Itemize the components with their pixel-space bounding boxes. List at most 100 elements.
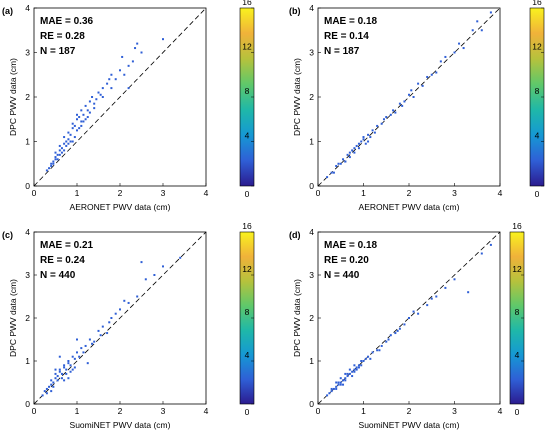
scatter-point	[86, 362, 89, 365]
stat-line: RE = 0.14	[324, 31, 369, 42]
scatter-point	[84, 104, 87, 107]
x-tick-label: 2	[118, 406, 123, 416]
scatter-point	[337, 381, 340, 384]
scatter-point	[69, 370, 72, 373]
scatter-point	[93, 107, 96, 110]
scatter-point	[60, 377, 63, 380]
scatter-point	[453, 278, 456, 281]
stat-line: RE = 0.24	[40, 255, 85, 266]
scatter-point	[65, 372, 68, 375]
y-tick-label: 3	[309, 48, 314, 58]
colorbar-tick-label: 8	[515, 307, 520, 317]
scatter-point	[417, 82, 420, 85]
scatter-point	[371, 129, 374, 132]
scatter-point	[99, 334, 102, 337]
stat-line: N = 187	[324, 46, 360, 57]
colorbar-tick-label: 4	[245, 131, 250, 141]
scatter-point	[353, 370, 356, 373]
scatter-point	[67, 377, 70, 380]
x-tick-label: 3	[161, 188, 166, 198]
scatter-point	[108, 321, 111, 324]
scatter-point	[435, 71, 438, 74]
scatter-point	[353, 368, 356, 371]
scatter-point	[337, 162, 340, 165]
scatter-point	[373, 131, 376, 134]
scatter-point	[421, 84, 424, 87]
scatter-point	[76, 129, 78, 132]
scatter-point	[162, 38, 164, 41]
scatter-point	[385, 340, 388, 343]
scatter-point	[339, 381, 342, 384]
scatter-point	[106, 82, 109, 85]
scatter-point	[371, 351, 374, 354]
scatter-point	[335, 385, 338, 388]
scatter-point	[403, 323, 406, 326]
colorbar-tick-label: 16	[242, 221, 252, 231]
scatter-point	[65, 144, 68, 147]
scatter-point	[86, 116, 89, 119]
scatter-point	[362, 138, 365, 141]
scatter-point	[380, 344, 383, 347]
scatter-point	[60, 151, 63, 154]
x-tick-label: 1	[361, 406, 366, 416]
scatter-point	[357, 147, 360, 150]
stat-line: N = 440	[40, 270, 76, 281]
scatter-point	[71, 127, 74, 130]
scatter-point	[392, 109, 395, 112]
scatter-point	[412, 96, 415, 98]
scatter-points	[326, 11, 492, 179]
colorbar-tick-label: 8	[535, 86, 540, 96]
scatter-point	[119, 308, 121, 311]
scatter-point	[342, 383, 345, 386]
scatter-point	[101, 325, 104, 328]
x-tick-label: 0	[32, 406, 37, 416]
scatter-point	[76, 113, 78, 116]
scatter-point	[84, 118, 87, 121]
stat-line: RE = 0.28	[40, 31, 85, 42]
scatter-point	[417, 312, 420, 315]
scatter-point	[367, 133, 370, 136]
colorbar-tick-label: 8	[245, 307, 250, 317]
scatter-point	[110, 73, 113, 76]
scatter-point	[58, 153, 61, 156]
scatter-point	[71, 140, 74, 143]
y-tick-label: 2	[309, 92, 314, 102]
stat-line: RE = 0.20	[324, 255, 369, 266]
colorbar-tick-label: 16	[512, 221, 522, 231]
scatter-point	[430, 297, 433, 300]
scatter-point	[364, 142, 367, 145]
colorbar-tick-label: 0	[515, 407, 520, 417]
scatter-point	[114, 78, 117, 81]
scatter-point	[332, 387, 335, 390]
scatter-point	[80, 109, 83, 112]
scatter-point	[342, 158, 345, 161]
y-tick-label: 1	[309, 137, 314, 147]
x-tick-label: 3	[452, 406, 457, 416]
scatter-point	[88, 338, 91, 341]
panel-label: (b)	[289, 6, 301, 16]
scatter-point	[378, 349, 381, 352]
scatter-point	[50, 162, 53, 165]
scatter-point	[357, 142, 360, 145]
scatter-point	[136, 295, 139, 298]
scatter-point	[63, 364, 66, 367]
scatter-point	[54, 158, 57, 161]
scatter-point	[123, 73, 126, 76]
colorbar-tick-label: 16	[242, 0, 252, 7]
y-tick-label: 4	[309, 3, 314, 13]
scatter-point	[362, 360, 365, 362]
scatter-point	[408, 93, 410, 96]
scatter-point	[430, 73, 433, 76]
scatter-point	[364, 357, 367, 360]
y-tick-label: 4	[309, 227, 314, 237]
scatter-point	[346, 375, 349, 378]
scatter-point	[136, 42, 139, 45]
x-tick-label: 3	[161, 406, 166, 416]
scatter-point	[344, 160, 347, 163]
scatter-point	[444, 55, 447, 58]
x-tick-label: 4	[498, 406, 503, 416]
x-tick-label: 4	[498, 188, 503, 198]
scatter-point	[43, 390, 46, 393]
scatter-point	[332, 171, 335, 174]
